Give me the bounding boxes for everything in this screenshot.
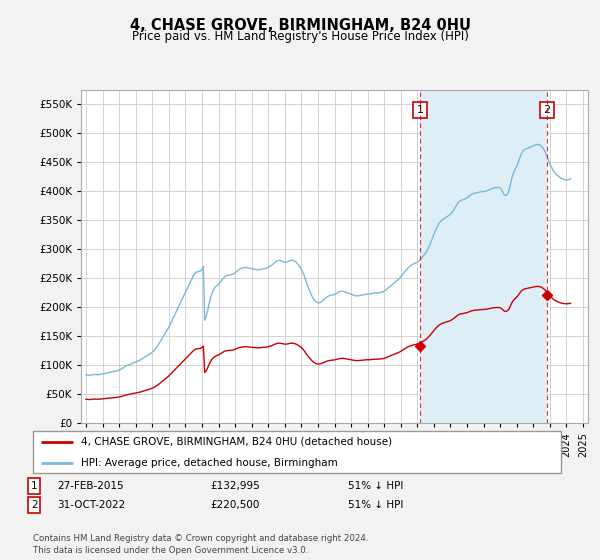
Text: £220,500: £220,500 xyxy=(210,500,259,510)
FancyBboxPatch shape xyxy=(33,431,561,473)
Text: £132,995: £132,995 xyxy=(210,481,260,491)
Text: 2: 2 xyxy=(31,500,38,510)
Text: HPI: Average price, detached house, Birmingham: HPI: Average price, detached house, Birm… xyxy=(80,458,337,468)
Text: 1: 1 xyxy=(31,481,38,491)
Text: 27-FEB-2015: 27-FEB-2015 xyxy=(57,481,124,491)
Text: 4, CHASE GROVE, BIRMINGHAM, B24 0HU: 4, CHASE GROVE, BIRMINGHAM, B24 0HU xyxy=(130,18,470,33)
Text: 1: 1 xyxy=(416,105,424,115)
Text: 2: 2 xyxy=(544,105,551,115)
Text: 31-OCT-2022: 31-OCT-2022 xyxy=(57,500,125,510)
Text: 4, CHASE GROVE, BIRMINGHAM, B24 0HU (detached house): 4, CHASE GROVE, BIRMINGHAM, B24 0HU (det… xyxy=(80,437,392,447)
Text: Contains HM Land Registry data © Crown copyright and database right 2024.
This d: Contains HM Land Registry data © Crown c… xyxy=(33,534,368,555)
Text: 51% ↓ HPI: 51% ↓ HPI xyxy=(348,500,403,510)
Text: Price paid vs. HM Land Registry's House Price Index (HPI): Price paid vs. HM Land Registry's House … xyxy=(131,30,469,43)
Bar xyxy=(420,90,547,423)
Text: 51% ↓ HPI: 51% ↓ HPI xyxy=(348,481,403,491)
